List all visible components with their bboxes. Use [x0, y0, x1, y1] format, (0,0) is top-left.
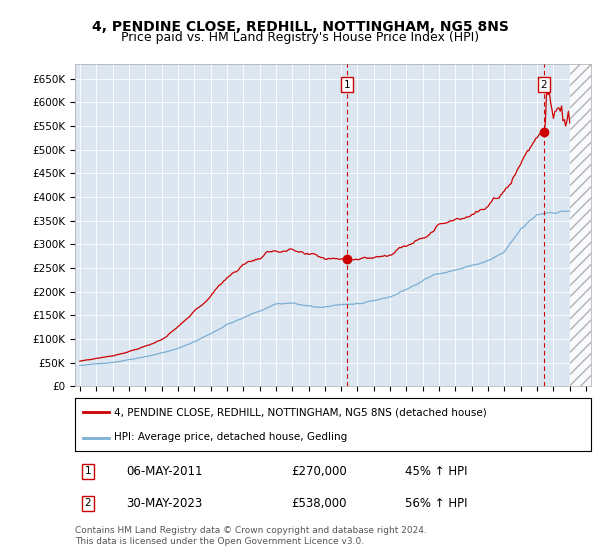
- Text: 56% ↑ HPI: 56% ↑ HPI: [405, 497, 468, 510]
- Text: 4, PENDINE CLOSE, REDHILL, NOTTINGHAM, NG5 8NS: 4, PENDINE CLOSE, REDHILL, NOTTINGHAM, N…: [92, 20, 508, 34]
- Text: £270,000: £270,000: [292, 465, 347, 478]
- Text: 1: 1: [344, 80, 350, 90]
- Text: 06-MAY-2011: 06-MAY-2011: [127, 465, 203, 478]
- Text: Price paid vs. HM Land Registry's House Price Index (HPI): Price paid vs. HM Land Registry's House …: [121, 31, 479, 44]
- Text: 4, PENDINE CLOSE, REDHILL, NOTTINGHAM, NG5 8NS (detached house): 4, PENDINE CLOSE, REDHILL, NOTTINGHAM, N…: [114, 408, 487, 418]
- Text: HPI: Average price, detached house, Gedling: HPI: Average price, detached house, Gedl…: [114, 432, 347, 442]
- Text: 2: 2: [85, 498, 91, 508]
- Text: 2: 2: [541, 80, 547, 90]
- Text: 1: 1: [85, 466, 91, 476]
- Bar: [570, 64, 591, 386]
- Text: £538,000: £538,000: [292, 497, 347, 510]
- Text: 45% ↑ HPI: 45% ↑ HPI: [405, 465, 468, 478]
- Text: 30-MAY-2023: 30-MAY-2023: [127, 497, 203, 510]
- Text: Contains HM Land Registry data © Crown copyright and database right 2024.
This d: Contains HM Land Registry data © Crown c…: [75, 526, 427, 546]
